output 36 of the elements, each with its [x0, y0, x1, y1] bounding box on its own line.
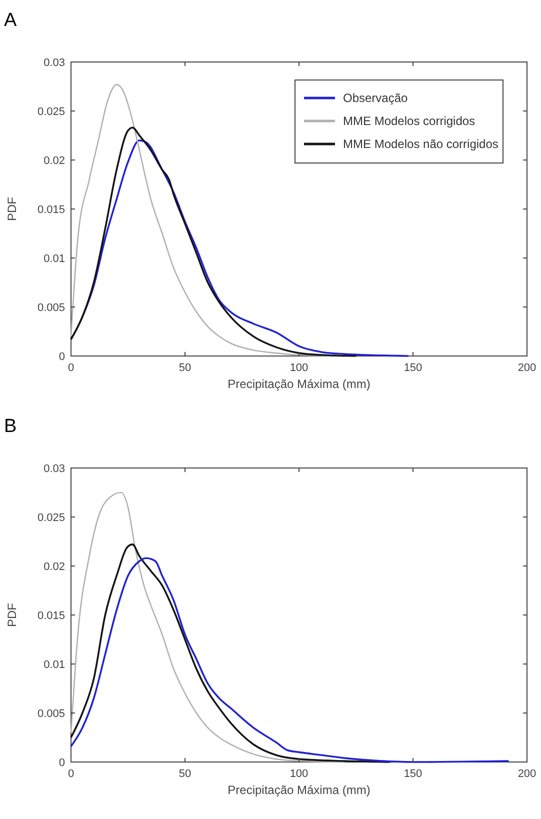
x-tick-label: 200 — [518, 362, 536, 374]
line-series — [70, 492, 346, 763]
y-tick-label: 0.005 — [37, 302, 65, 314]
y-axis-title: PDF — [5, 603, 19, 627]
y-axis-title: PDF — [5, 197, 19, 221]
chart-title: B — [4, 416, 17, 437]
y-tick-label: 0.02 — [44, 155, 65, 167]
y-tick-label: 0.01 — [44, 659, 65, 671]
y-tick-label: 0.015 — [37, 204, 65, 216]
y-tick-label: 0.025 — [37, 106, 65, 118]
x-tick-label: 50 — [178, 768, 192, 780]
x-tick-label: 0 — [68, 768, 74, 780]
legend-label: Observação — [343, 91, 408, 105]
y-tick-label: 0.015 — [37, 610, 65, 622]
y-tick-label: 0.03 — [44, 57, 65, 69]
legend-label: MME Modelos não corrigidos — [343, 137, 498, 151]
y-tick-label: 0.03 — [44, 463, 65, 475]
y-tick-label: 0.02 — [44, 561, 65, 573]
y-tick-label: 0.01 — [44, 253, 65, 265]
x-tick-label: 0 — [68, 362, 74, 374]
x-tick-label: 50 — [178, 362, 192, 374]
x-axis-title: Precipitação Máxima (mm) — [228, 377, 370, 391]
line-series — [70, 544, 392, 763]
chart-title: A — [4, 10, 17, 31]
x-tick-label: 150 — [404, 768, 422, 780]
x-tick-label: 200 — [518, 768, 536, 780]
y-tick-label: 0 — [58, 351, 65, 363]
x-axis-title: Precipitação Máxima (mm) — [228, 783, 370, 797]
line-series — [70, 557, 510, 763]
y-tick-label: 0 — [58, 757, 65, 769]
legend-label: MME Modelos corrigidos — [343, 114, 476, 128]
y-tick-label: 0.025 — [37, 512, 65, 524]
x-tick-label: 150 — [404, 362, 422, 374]
x-tick-label: 100 — [290, 362, 308, 374]
x-tick-label: 100 — [290, 768, 308, 780]
y-tick-label: 0.005 — [37, 708, 65, 720]
